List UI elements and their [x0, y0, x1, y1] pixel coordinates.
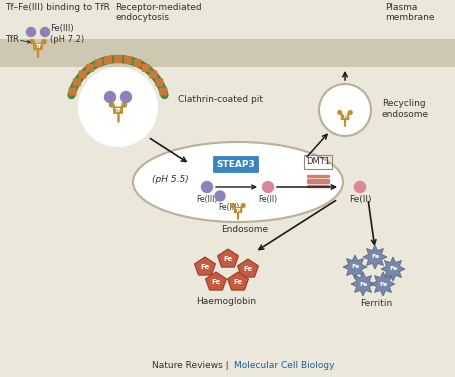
Text: (pH 5.5): (pH 5.5)	[152, 176, 189, 184]
Polygon shape	[206, 272, 227, 290]
Text: Nature Reviews |: Nature Reviews |	[152, 360, 232, 369]
FancyBboxPatch shape	[341, 114, 349, 120]
Ellipse shape	[133, 142, 343, 222]
Circle shape	[26, 28, 35, 37]
Text: Clathrin-coated pit: Clathrin-coated pit	[178, 95, 263, 104]
Text: DMT1: DMT1	[306, 158, 330, 167]
Polygon shape	[228, 272, 248, 290]
FancyBboxPatch shape	[113, 107, 123, 114]
Text: Endosome: Endosome	[222, 225, 268, 234]
Circle shape	[354, 181, 365, 193]
FancyBboxPatch shape	[159, 87, 167, 95]
Circle shape	[121, 92, 131, 103]
Circle shape	[110, 103, 114, 107]
Text: TfR: TfR	[5, 35, 19, 44]
Text: Fe: Fe	[389, 267, 397, 271]
Circle shape	[30, 40, 34, 44]
Text: Molecular Cell Biology: Molecular Cell Biology	[234, 360, 334, 369]
Circle shape	[263, 181, 273, 193]
FancyBboxPatch shape	[142, 64, 150, 72]
Text: Fe: Fe	[223, 256, 233, 262]
Circle shape	[338, 110, 342, 114]
Text: Tf: Tf	[342, 115, 348, 120]
Text: Tf–Fe(III) binding to TfR: Tf–Fe(III) binding to TfR	[5, 3, 110, 12]
FancyBboxPatch shape	[69, 87, 76, 95]
Text: Fe: Fe	[351, 265, 359, 270]
Text: Fe: Fe	[371, 254, 379, 259]
Polygon shape	[343, 255, 367, 279]
Circle shape	[349, 110, 352, 114]
Text: Plasma
membrane: Plasma membrane	[385, 3, 435, 22]
Text: Fe: Fe	[212, 279, 221, 285]
FancyBboxPatch shape	[33, 43, 43, 50]
Polygon shape	[195, 257, 216, 275]
Text: Recycling
endosome: Recycling endosome	[382, 99, 429, 119]
Circle shape	[319, 84, 371, 136]
FancyBboxPatch shape	[149, 70, 157, 78]
FancyBboxPatch shape	[95, 59, 103, 67]
Text: Fe(III): Fe(III)	[218, 203, 239, 212]
Circle shape	[42, 40, 46, 44]
Text: Fe: Fe	[379, 282, 387, 287]
Text: Fe(III): Fe(III)	[196, 195, 217, 204]
Text: Fe(II): Fe(II)	[349, 195, 371, 204]
FancyBboxPatch shape	[114, 55, 122, 63]
Text: STEAP3: STEAP3	[217, 160, 255, 169]
FancyBboxPatch shape	[155, 78, 163, 86]
FancyBboxPatch shape	[124, 56, 132, 64]
Polygon shape	[381, 257, 405, 281]
Circle shape	[231, 204, 235, 207]
Polygon shape	[371, 272, 395, 296]
Polygon shape	[217, 249, 238, 267]
Text: Tf: Tf	[115, 108, 121, 113]
Text: Haemoglobin: Haemoglobin	[196, 297, 256, 306]
Text: Fe: Fe	[243, 266, 253, 272]
Circle shape	[122, 103, 126, 107]
Text: Tf: Tf	[35, 44, 41, 49]
FancyBboxPatch shape	[212, 155, 259, 173]
FancyBboxPatch shape	[133, 59, 141, 67]
Circle shape	[241, 204, 245, 207]
Text: Ferritin: Ferritin	[360, 299, 392, 308]
Text: Fe(II): Fe(II)	[258, 195, 278, 204]
FancyBboxPatch shape	[104, 56, 112, 64]
Circle shape	[202, 181, 212, 193]
Text: Tf: Tf	[235, 207, 241, 213]
Polygon shape	[238, 259, 258, 277]
FancyBboxPatch shape	[73, 78, 81, 86]
FancyBboxPatch shape	[234, 207, 242, 213]
Text: Fe(III): Fe(III)	[50, 25, 74, 34]
Text: Fe: Fe	[200, 264, 210, 270]
Circle shape	[105, 92, 116, 103]
Circle shape	[78, 67, 158, 147]
Text: Fe: Fe	[359, 282, 367, 287]
Circle shape	[215, 191, 225, 201]
Polygon shape	[351, 272, 375, 296]
Circle shape	[40, 28, 50, 37]
FancyBboxPatch shape	[79, 70, 87, 78]
Text: Fe: Fe	[233, 279, 243, 285]
Text: (pH 7.2): (pH 7.2)	[50, 35, 84, 43]
Polygon shape	[363, 245, 387, 269]
FancyBboxPatch shape	[86, 64, 94, 72]
Text: Receptor-mediated
endocytosis: Receptor-mediated endocytosis	[115, 3, 202, 22]
Bar	[0, 39, 455, 67]
